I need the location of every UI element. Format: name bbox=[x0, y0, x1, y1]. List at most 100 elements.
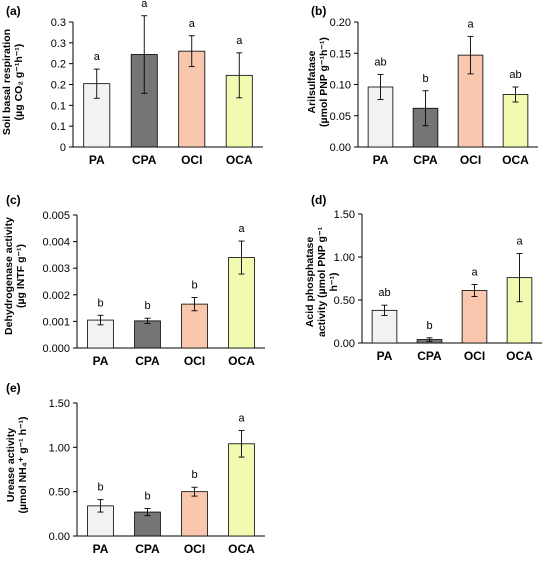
bar-chart: 0.000 0.001 0.002 0.003 0.004 0.005 b PA b CPA b OC… bbox=[42, 210, 265, 368]
y-tick-label: 0.00 bbox=[49, 531, 70, 543]
significance-letter: b bbox=[426, 320, 432, 332]
panel-a: (a) Soil basal respiration (µg CO₂ g⁻¹h⁻… bbox=[0, 0, 275, 185]
y-tick-label: 0.005 bbox=[42, 210, 70, 222]
x-tick-label: OCI bbox=[460, 153, 481, 167]
y-tick-label: 0.3 bbox=[51, 38, 66, 50]
y-tick-label: 0.2 bbox=[51, 80, 66, 92]
y-tick-label: 1.50 bbox=[49, 398, 70, 410]
panel-c: (c) Dehydrogenase activity (µg INTF g⁻¹)… bbox=[0, 190, 275, 375]
y-axis-label: Arilsulfatase (µmol PNP g⁻¹h⁻¹) bbox=[306, 17, 330, 147]
y-tick-label: 0.50 bbox=[49, 487, 70, 499]
x-tick-label: OCI bbox=[184, 354, 205, 368]
panel-label: (a) bbox=[6, 4, 21, 18]
x-tick-label: OCA bbox=[226, 153, 253, 167]
x-tick-label: OCA bbox=[502, 153, 529, 167]
significance-letter: a bbox=[471, 267, 478, 279]
significance-letter: a bbox=[238, 412, 245, 424]
x-tick-label: PA bbox=[93, 542, 109, 556]
y-axis-label-line: (µg CO₂ g⁻¹h⁻¹) bbox=[13, 43, 25, 121]
bar bbox=[178, 50, 206, 148]
significance-letter: b bbox=[97, 297, 103, 309]
x-tick-label: OCI bbox=[184, 542, 205, 556]
y-tick-label: 0.001 bbox=[42, 316, 70, 328]
significance-letter: b bbox=[191, 279, 197, 291]
bar-chart: 0.00 0.50 1.00 1.50 ab PA b CPA a OCI a OCA bbox=[334, 209, 542, 363]
y-axis-label-line: (µg INTF g⁻¹) bbox=[15, 243, 27, 309]
y-axis-label-line: Dehydrogenase activity bbox=[3, 217, 15, 335]
panel-d: (d) Acid phosphatase activity (µmol PNP … bbox=[275, 190, 550, 375]
panel-label: (b) bbox=[311, 4, 327, 18]
y-axis-label-line: (µmol PNP g⁻¹h⁻¹) bbox=[318, 37, 330, 127]
y-tick-label: 0.00 bbox=[330, 142, 351, 154]
bar bbox=[502, 94, 529, 148]
y-tick-label: 0.20 bbox=[330, 17, 351, 29]
x-tick-label: OCA bbox=[506, 349, 533, 363]
bar bbox=[228, 443, 255, 537]
significance-letter: b bbox=[422, 73, 428, 85]
significance-letter: a bbox=[238, 223, 245, 235]
y-tick-label: 1.00 bbox=[49, 442, 70, 454]
x-tick-label: CPA bbox=[132, 153, 157, 167]
x-tick-label: CPA bbox=[135, 354, 160, 368]
significance-letter: ab bbox=[509, 69, 521, 81]
y-tick-label: 0.10 bbox=[330, 80, 351, 92]
significance-letter: ab bbox=[374, 57, 386, 69]
significance-letter: a bbox=[236, 35, 243, 47]
panel-label: (d) bbox=[311, 193, 327, 207]
y-tick-label: 0.000 bbox=[42, 343, 70, 355]
significance-letter: a bbox=[141, 0, 148, 10]
bar bbox=[461, 290, 488, 344]
x-tick-label: OCA bbox=[228, 354, 255, 368]
y-axis-label-line: Arilsulfatase bbox=[306, 50, 318, 114]
bar bbox=[181, 303, 208, 349]
x-tick-label: OCI bbox=[464, 349, 485, 363]
significance-letter: a bbox=[94, 51, 101, 63]
significance-letter: b bbox=[144, 491, 150, 503]
x-tick-label: CPA bbox=[135, 542, 160, 556]
x-tick-label: OCI bbox=[181, 153, 202, 167]
panel-label: (e) bbox=[6, 381, 21, 395]
y-axis-label: Soil basal respiration (µg CO₂ g⁻¹h⁻¹) bbox=[1, 17, 25, 147]
y-tick-label: 0.2 bbox=[51, 59, 66, 71]
panel-e: (e) Urease activity (µmol NH₄⁺ g⁻¹ h⁻¹) … bbox=[0, 378, 275, 561]
y-axis-label-line: Urease activity bbox=[5, 427, 17, 503]
x-tick-label: CPA bbox=[413, 153, 438, 167]
bar-chart: 0.00 0.05 0.10 0.15 0.20 ab PA b CPA a OCI ab OCA bbox=[330, 17, 538, 167]
y-tick-label: 0.05 bbox=[330, 111, 351, 123]
significance-letter: b bbox=[97, 482, 103, 494]
y-tick-label: 0.1 bbox=[51, 100, 66, 112]
y-tick-label: 1.50 bbox=[334, 209, 355, 221]
x-tick-label: PA bbox=[93, 354, 109, 368]
significance-letter: a bbox=[467, 18, 474, 30]
y-axis-label: Urease activity (µmol NH₄⁺ g⁻¹ h⁻¹) bbox=[5, 400, 29, 530]
significance-letter: a bbox=[189, 18, 196, 30]
bar-chart: 0.00 0.50 1.00 1.50 b PA b CPA b OCI a OCA bbox=[49, 398, 265, 556]
y-axis-label: Acid phosphatase activity (µmol PNP g⁻¹ … bbox=[304, 217, 340, 347]
x-tick-label: OCA bbox=[228, 542, 255, 556]
bar-chart: 0 0.1 0.1 0.2 0.2 0.3 0.3 a PA a CPA a OCI a OCA bbox=[51, 0, 263, 167]
y-tick-label: 0.1 bbox=[51, 121, 66, 133]
significance-letter: b bbox=[191, 469, 197, 481]
y-tick-label: 0.50 bbox=[334, 295, 355, 307]
y-tick-label: 0.15 bbox=[330, 48, 351, 60]
y-tick-label: 1.00 bbox=[334, 252, 355, 264]
y-axis-label-line: (µmol NH₄⁺ g⁻¹ h⁻¹) bbox=[17, 416, 29, 514]
y-tick-label: 0.002 bbox=[42, 290, 70, 302]
significance-letter: a bbox=[516, 236, 523, 248]
significance-letter: b bbox=[144, 300, 150, 312]
bar bbox=[134, 320, 161, 349]
bar bbox=[181, 491, 208, 537]
panel-b: (b) Arilsulfatase (µmol PNP g⁻¹h⁻¹) 0.00… bbox=[275, 0, 550, 185]
y-axis-label: Dehydrogenase activity (µg INTF g⁻¹) bbox=[3, 211, 27, 341]
x-tick-label: PA bbox=[377, 349, 393, 363]
y-axis-label-line: Soil basal respiration bbox=[1, 28, 13, 136]
x-tick-label: CPA bbox=[417, 349, 442, 363]
y-axis-label-line: h⁻¹) bbox=[328, 272, 340, 292]
significance-letter: ab bbox=[378, 287, 390, 299]
y-tick-label: 0.003 bbox=[42, 263, 70, 275]
y-tick-label: 0.004 bbox=[42, 237, 70, 249]
y-tick-label: 0.3 bbox=[51, 17, 66, 29]
y-tick-label: 0.00 bbox=[334, 338, 355, 350]
x-tick-label: PA bbox=[89, 153, 105, 167]
x-tick-label: PA bbox=[373, 153, 389, 167]
